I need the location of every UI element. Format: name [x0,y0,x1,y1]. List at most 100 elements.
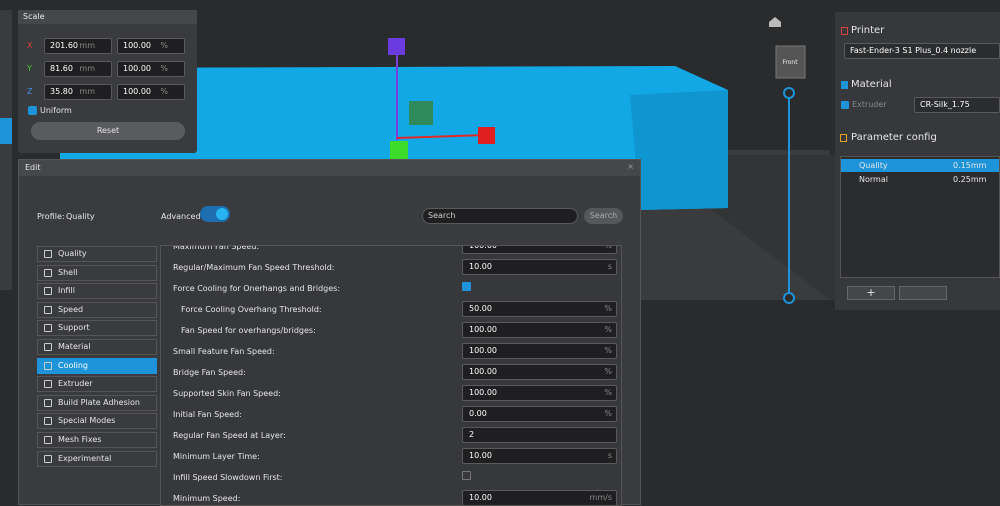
category-item[interactable]: Infill [37,283,157,300]
printer-icon [841,27,848,35]
setting-input[interactable]: 100.00% [462,385,617,401]
extruder-label: Extruder [852,100,887,109]
uniform-label: Uniform [40,106,72,115]
setting-input[interactable]: 100.00% [462,322,617,338]
tool-active[interactable] [0,118,12,144]
view-cube[interactable] [775,45,806,79]
category-icon [44,380,52,389]
setting-checkbox[interactable] [462,471,471,480]
setting-value: 100.00 [469,388,497,397]
category-icon [44,417,52,426]
unit: % [160,41,168,50]
category-item[interactable]: Shell [37,264,157,281]
setting-input[interactable]: 0.00% [462,406,617,422]
search-button[interactable]: Search [584,208,623,224]
setting-checkbox[interactable] [462,282,471,291]
setting-unit: % [604,388,612,397]
setting-unit: s [607,262,612,271]
category-item[interactable]: Experimental [37,450,157,467]
value: 201.60 [50,41,78,50]
setting-input[interactable]: 100.00% [462,245,617,254]
advanced-toggle[interactable] [200,206,230,222]
category-item[interactable]: Material [37,339,157,355]
setting-input[interactable]: 50.00% [462,301,617,317]
slider-top[interactable] [783,87,795,99]
profile-list: Quality 0.15mm Normal 0.25mm [840,156,1000,278]
value: 35.80 [50,87,73,96]
setting-label: Infill Speed Slowdown First: [173,473,283,482]
category-item[interactable]: Mesh Fixes [37,432,157,448]
panel-title: Scale [18,10,197,24]
search-input[interactable]: Search [422,208,578,224]
home-icon[interactable] [769,17,781,27]
setting-label: Regular Fan Speed at Layer: [173,431,286,440]
setting-input[interactable]: 10.00 s [462,259,617,275]
setting-value: 100.00 [469,245,497,250]
unit: mm [79,87,95,96]
profile-value: Quality [66,212,95,221]
handle-origin[interactable] [390,141,408,159]
category-item[interactable]: Special Modes [37,413,157,430]
setting-unit: % [604,325,612,334]
uniform-checkbox[interactable] [28,106,37,115]
category-item[interactable]: Cooling [37,357,157,374]
profile-name: Quality [859,161,888,170]
add-button[interactable]: + [847,286,895,300]
category-icon [44,305,52,314]
advanced-label: Advanced [161,212,201,221]
value: 81.60 [50,64,73,73]
setting-label: Small Feature Fan Speed: [173,347,275,356]
printer-select[interactable]: Fast-Ender-3 S1 Plus_0.4 nozzle [844,43,1000,59]
percent-input[interactable]: 100.00% [117,38,185,54]
cube-label: Front [782,59,798,66]
handle-x[interactable] [478,127,495,144]
category-icon [44,324,52,333]
profile-name: Normal [859,175,888,184]
category-icon [44,398,52,407]
value-input[interactable]: 81.60 mm [44,61,112,77]
setting-input[interactable]: 10.00 s [462,448,617,464]
edit-button[interactable] [899,286,947,300]
category-icon [44,436,52,444]
percent-input[interactable]: 100.00% [117,84,185,100]
reset-button[interactable]: Reset [31,122,185,140]
setting-value: 10.00 [469,451,492,460]
slider-bottom[interactable] [783,292,795,304]
profile-row[interactable]: Normal 0.25mm [841,173,999,186]
setting-value: 2 [469,430,475,439]
extruder-checkbox[interactable] [841,101,849,109]
category-item[interactable]: Speed [37,301,157,318]
percent-input[interactable]: 100.00% [117,61,185,77]
setting-unit: % [604,245,612,250]
axis-x [396,134,486,139]
setting-value: 10.00 [469,493,492,502]
setting-input[interactable]: 100.00% [462,343,617,359]
category-list: Quality Shell Infill Speed Support Material Co… [37,246,157,506]
setting-input[interactable]: 100.00% [462,364,617,380]
category-item[interactable]: Support [37,320,157,337]
profile-row[interactable]: Quality 0.15mm [841,159,999,172]
setting-input[interactable]: 10.00 mm/s [462,490,617,505]
unit: mm [79,41,95,50]
param-title: Parameter config [851,132,937,143]
handle-z[interactable] [388,38,405,55]
material-select[interactable]: CR-Silk_1.75 [914,97,1000,113]
category-item[interactable]: Extruder [37,376,157,393]
setting-input[interactable]: 2 [462,427,617,443]
value-input[interactable]: 201.60 mm [44,38,112,54]
setting-value: 100.00 [469,367,497,376]
category-item[interactable]: Build Plate Adhesion [37,394,157,411]
setting-label: Bridge Fan Speed: [173,368,246,377]
percent: 100.00 [123,41,151,50]
setting-unit: mm/s [589,493,612,502]
printer-title: Printer [851,25,885,36]
category-icon [44,268,52,277]
handle-y[interactable] [409,101,433,125]
category-item[interactable]: Quality [37,246,157,262]
value-input[interactable]: 35.80 mm [44,84,112,100]
setting-label: Regular/Maximum Fan Speed Threshold: [173,263,335,272]
setting-label: Minimum Speed: [173,494,241,503]
category-icon [44,343,52,351]
close-button[interactable]: × [627,162,634,171]
setting-label: Force Cooling for Onerhangs and Bridges: [173,284,341,293]
